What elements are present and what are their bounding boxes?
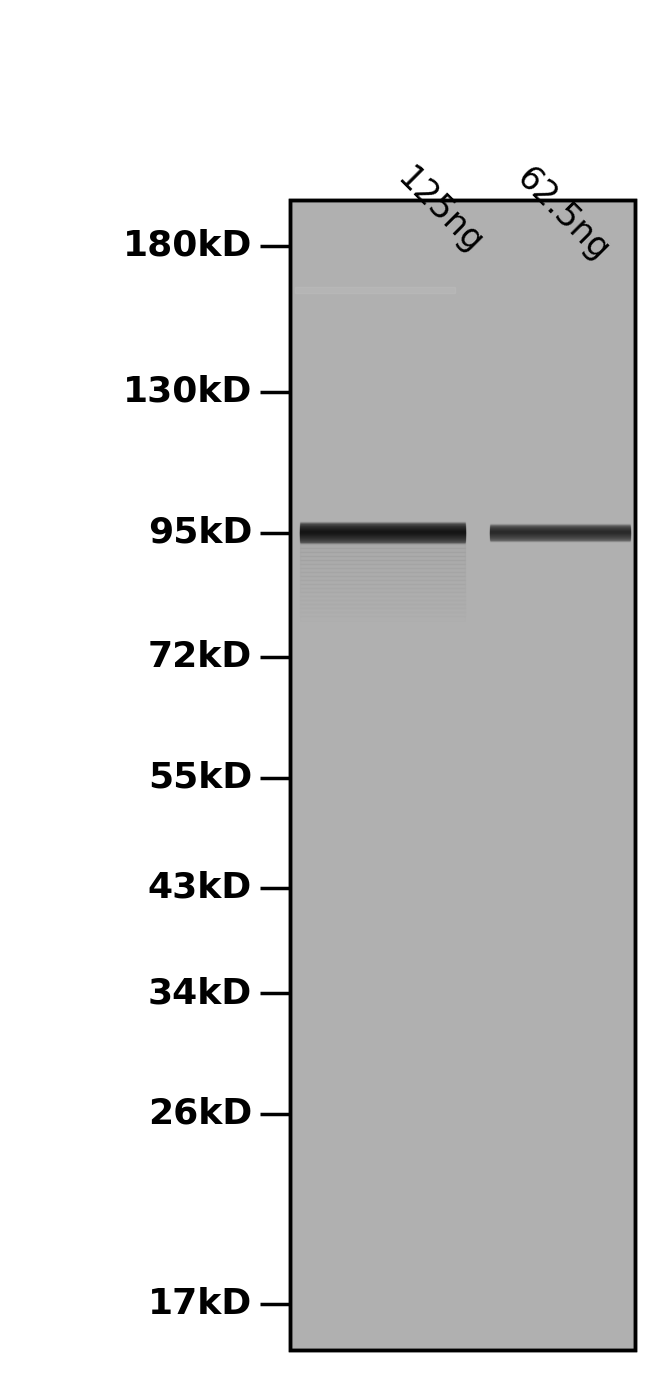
Text: 17kD: 17kD <box>148 1287 252 1321</box>
Text: 95kD: 95kD <box>148 515 252 549</box>
Text: 26kD: 26kD <box>148 1096 252 1131</box>
Text: 34kD: 34kD <box>148 976 252 1010</box>
Text: 130kD: 130kD <box>123 375 252 410</box>
Text: 55kD: 55kD <box>148 761 252 794</box>
Text: 180kD: 180kD <box>123 228 252 263</box>
Text: 43kD: 43kD <box>148 871 252 905</box>
Text: 62.5ng: 62.5ng <box>510 162 616 267</box>
Text: 72kD: 72kD <box>148 639 252 674</box>
Bar <box>290 201 635 1350</box>
Bar <box>290 201 635 1350</box>
Text: 125ng: 125ng <box>390 162 488 260</box>
